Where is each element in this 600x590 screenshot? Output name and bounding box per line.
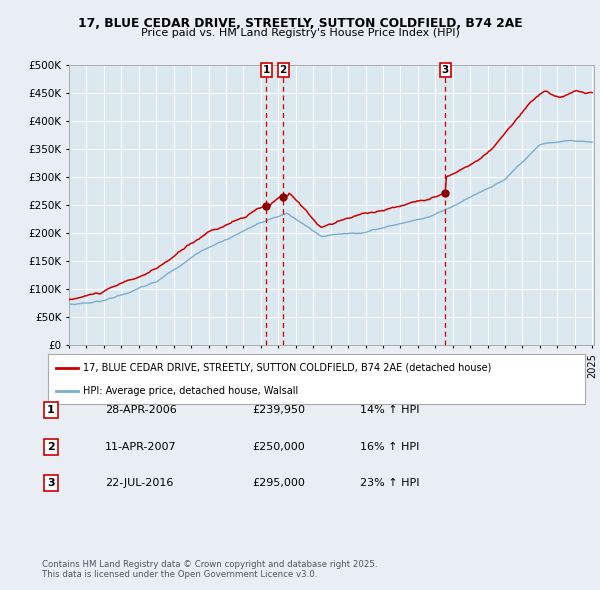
Text: 17, BLUE CEDAR DRIVE, STREETLY, SUTTON COLDFIELD, B74 2AE: 17, BLUE CEDAR DRIVE, STREETLY, SUTTON C… (77, 17, 523, 30)
Text: 11-APR-2007: 11-APR-2007 (105, 442, 176, 451)
Text: 3: 3 (442, 65, 449, 75)
Text: 2: 2 (280, 65, 287, 75)
Text: 17, BLUE CEDAR DRIVE, STREETLY, SUTTON COLDFIELD, B74 2AE (detached house): 17, BLUE CEDAR DRIVE, STREETLY, SUTTON C… (83, 362, 491, 372)
Text: £295,000: £295,000 (252, 478, 305, 488)
Text: 23% ↑ HPI: 23% ↑ HPI (360, 478, 419, 488)
Text: £239,950: £239,950 (252, 405, 305, 415)
Text: 22-JUL-2016: 22-JUL-2016 (105, 478, 173, 488)
Text: 28-APR-2006: 28-APR-2006 (105, 405, 177, 415)
Text: 14% ↑ HPI: 14% ↑ HPI (360, 405, 419, 415)
Text: 1: 1 (47, 405, 55, 415)
Text: 2: 2 (47, 442, 55, 451)
Text: £250,000: £250,000 (252, 442, 305, 451)
Text: 16% ↑ HPI: 16% ↑ HPI (360, 442, 419, 451)
Text: Price paid vs. HM Land Registry's House Price Index (HPI): Price paid vs. HM Land Registry's House … (140, 28, 460, 38)
Text: 3: 3 (47, 478, 55, 488)
Text: 1: 1 (263, 65, 270, 75)
Text: HPI: Average price, detached house, Walsall: HPI: Average price, detached house, Wals… (83, 386, 298, 396)
Text: Contains HM Land Registry data © Crown copyright and database right 2025.
This d: Contains HM Land Registry data © Crown c… (42, 560, 377, 579)
